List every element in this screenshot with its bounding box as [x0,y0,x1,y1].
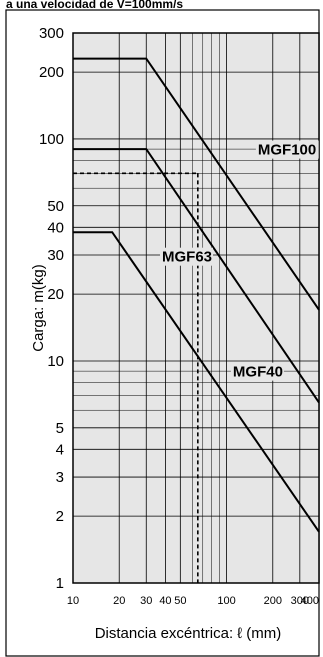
x-axis-label: Distancia excéntrica: ℓ (mm) [95,625,282,642]
y-tick-label: 3 [56,469,64,486]
x-tick-label: 300 [291,595,309,607]
series-label-mgf40: MGF40 [233,364,283,381]
x-tick-label: 10 [67,595,79,607]
series-label-mgf100: MGF100 [258,142,316,159]
x-tick-label: 50 [174,595,186,607]
chart-title: a una velocidad de V=100mm/s [6,0,183,11]
y-tick-label: 1 [56,575,64,592]
plot-background [73,33,319,583]
series-label-bg [160,247,214,266]
series-label-bg [230,362,284,381]
series-labels: MGF100 MGF63 MGF40 [160,140,319,381]
x-tick-label: 400 [301,595,319,607]
plot-frame [72,32,320,584]
y-tick-label: 4 [56,441,64,458]
series-line-mgf63 [73,148,320,404]
y-tick-label: 300 [39,25,64,42]
x-tick-label: 30 [140,595,152,607]
reference-lines [73,172,199,583]
series-lines [73,57,320,533]
y-tick-label: 40 [47,219,64,236]
y-tick-label: 20 [47,286,64,303]
y-tick-label: 10 [47,353,64,370]
x-tick-label: 40 [159,595,171,607]
y-tick-label: 5 [56,420,64,437]
y-axis-label: Carga: m(kg) [30,264,47,352]
x-tick-label: 20 [113,595,125,607]
series-label-bg [255,140,319,159]
y-tick-labels: 1 2 3 4 5 10 20 30 40 50 100 200 300 [39,25,64,592]
y-tick-label: 50 [47,198,64,215]
x-tick-label: 100 [217,595,235,607]
y-tick-label: 100 [39,131,64,148]
y-tick-label: 30 [47,247,64,264]
series-line-mgf100 [73,57,320,311]
y-tick-label: 200 [39,64,64,81]
x-tick-label: 200 [264,595,282,607]
series-label-mgf63: MGF63 [162,249,212,266]
y-tick-label: 2 [56,508,64,525]
series-line-mgf40 [73,231,320,533]
